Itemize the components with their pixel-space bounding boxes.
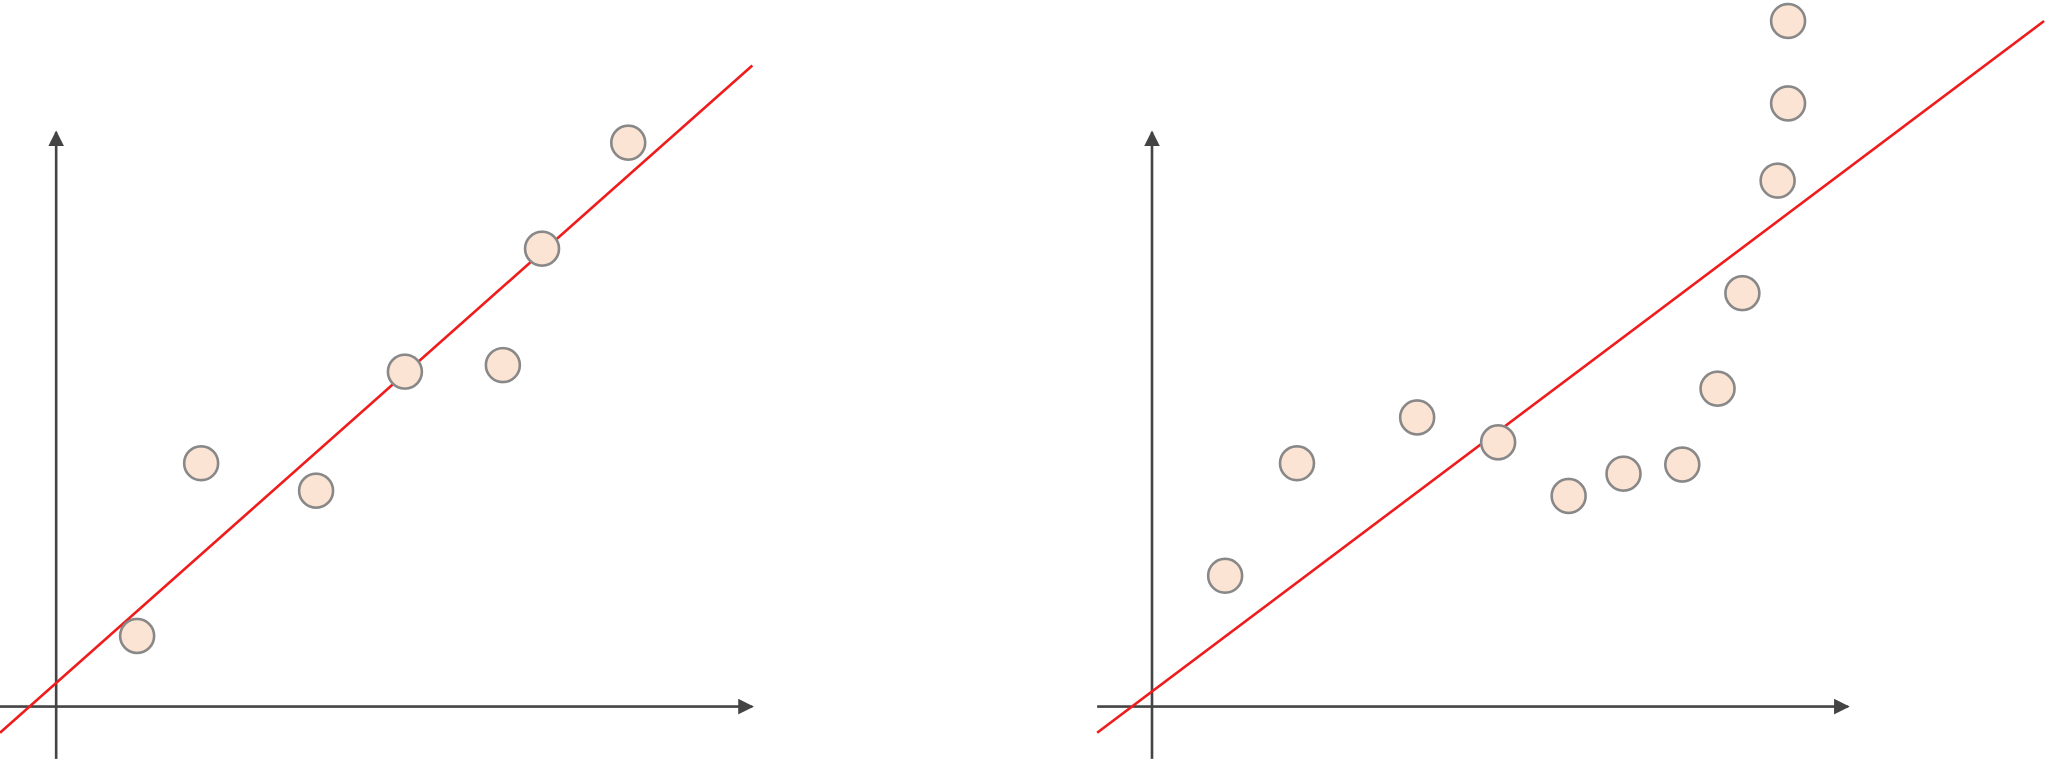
data-point bbox=[1724, 274, 1761, 312]
data-point bbox=[1769, 85, 1807, 122]
data-point bbox=[1278, 444, 1316, 482]
trend-line bbox=[1096, 19, 2045, 734]
data-point bbox=[1479, 424, 1517, 461]
data-point bbox=[484, 346, 522, 384]
trend-line bbox=[0, 64, 754, 734]
data-point bbox=[1206, 557, 1244, 595]
data-point bbox=[1398, 399, 1436, 436]
data-point bbox=[118, 617, 156, 655]
data-point bbox=[1769, 2, 1807, 40]
data-point bbox=[1605, 455, 1642, 492]
data-point bbox=[1759, 162, 1796, 199]
data-point bbox=[182, 444, 220, 482]
data-point bbox=[523, 230, 561, 267]
data-point bbox=[609, 124, 647, 161]
data-point bbox=[1550, 477, 1587, 515]
data-point bbox=[386, 353, 424, 390]
data-point bbox=[1699, 370, 1736, 407]
data-point bbox=[297, 472, 335, 509]
data-point bbox=[1664, 446, 1701, 483]
